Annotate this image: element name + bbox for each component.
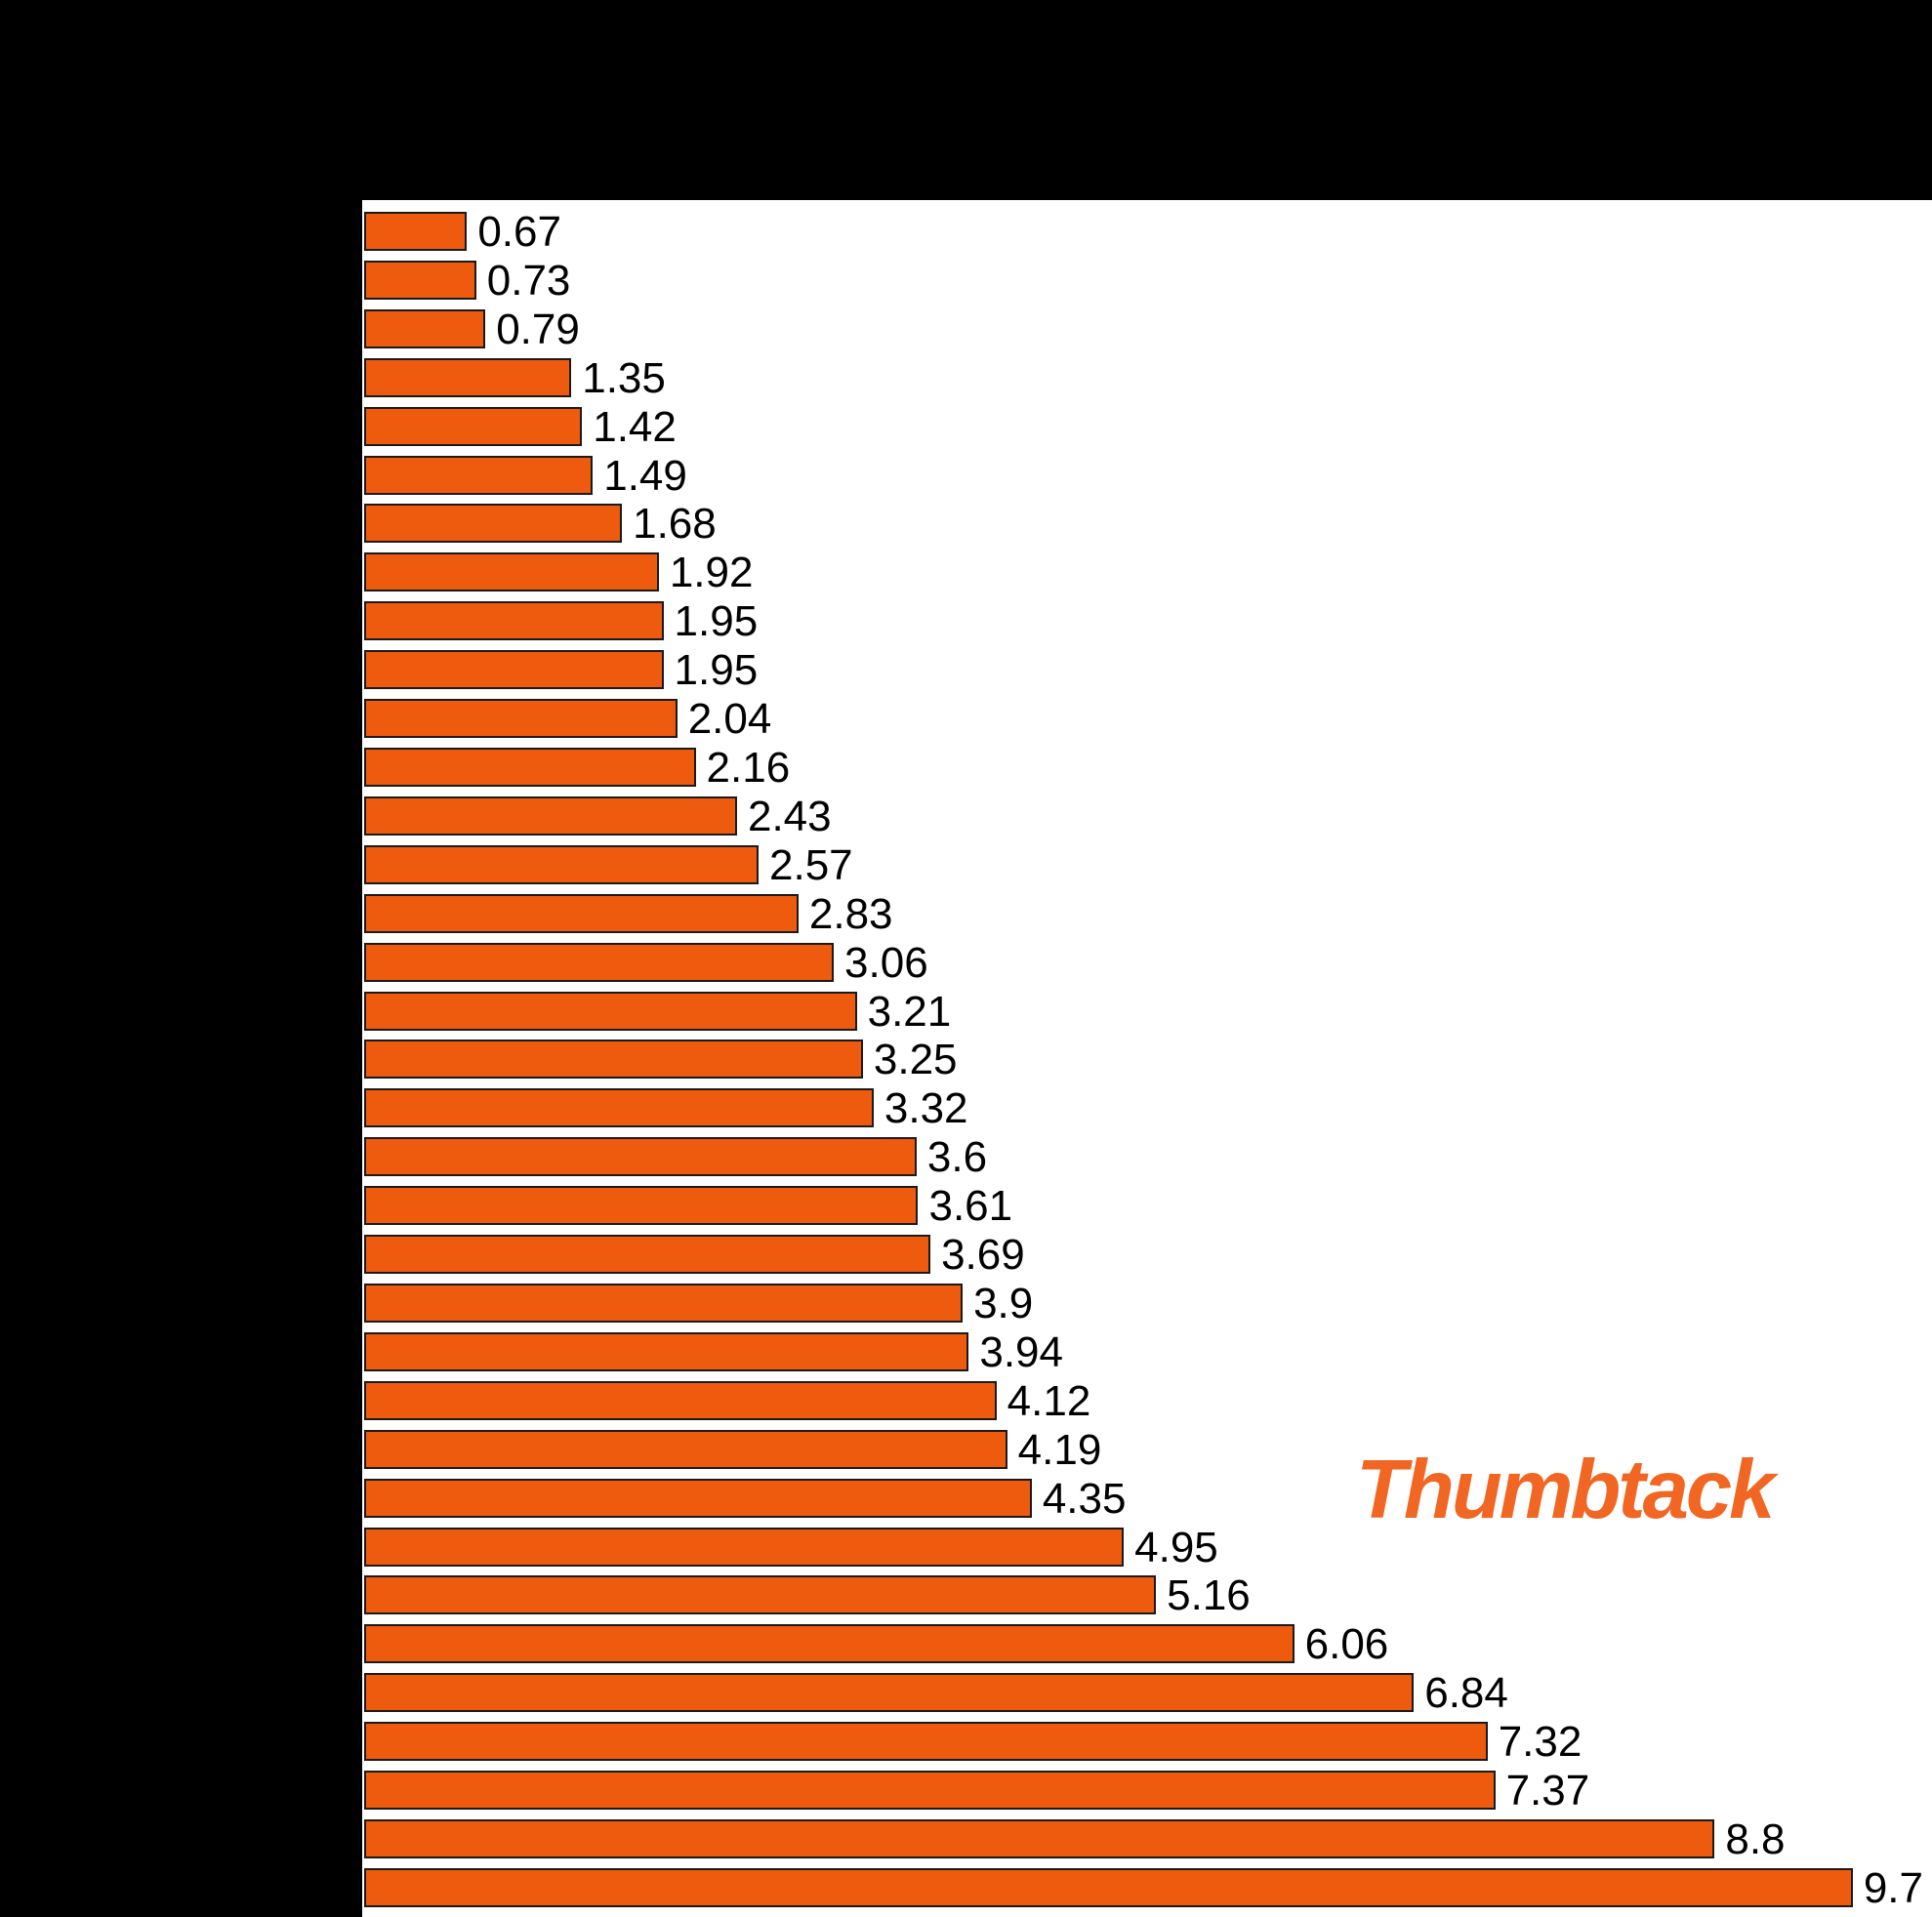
bar-value-label: 3.25: [873, 1036, 958, 1084]
bar: [364, 1722, 1488, 1762]
bar-value-label: 3.9: [973, 1280, 1034, 1328]
bar: [364, 552, 659, 592]
bar-value-label: 1.92: [669, 549, 754, 597]
bar: [364, 650, 664, 690]
bar: [364, 1771, 1496, 1811]
bar-value-label: 2.57: [769, 840, 853, 889]
bar-value-label: 4.19: [1017, 1425, 1102, 1474]
bar: [364, 1380, 997, 1420]
bar-value-label: 6.84: [1424, 1669, 1508, 1718]
bar-value-label: 8.8: [1725, 1815, 1786, 1864]
bar-value-label: 7.37: [1505, 1767, 1590, 1815]
bar-value-label: 6.06: [1304, 1620, 1389, 1669]
thumbtack-logo: Thumbtack: [1356, 1444, 1775, 1536]
bar: [364, 1040, 863, 1080]
bar: [364, 406, 583, 446]
bar-value-label: 9.7: [1863, 1863, 1923, 1912]
bar: [364, 1819, 1715, 1859]
bar: [364, 1867, 1853, 1907]
bar: [364, 942, 835, 982]
bar: [364, 1284, 964, 1324]
bar: [364, 748, 696, 787]
bar: [364, 455, 594, 495]
bar-value-label: 3.32: [884, 1084, 968, 1133]
bar-value-label: 4.95: [1134, 1523, 1218, 1571]
bar: [364, 844, 759, 884]
bar-value-label: 1.95: [674, 646, 759, 695]
bar-value-label: 2.83: [808, 889, 893, 938]
bar-value-label: 0.67: [477, 208, 561, 256]
bar: [364, 1624, 1295, 1664]
bar: [364, 1478, 1032, 1518]
bar: [364, 1429, 1007, 1469]
bar-value-label: 1.95: [674, 597, 759, 646]
bar-value-label: 1.49: [603, 451, 687, 500]
bar-value-label: 3.69: [941, 1231, 1025, 1280]
bar: [364, 1088, 874, 1128]
bar-value-label: 3.6: [926, 1133, 988, 1182]
bar: [364, 991, 857, 1031]
bar: [364, 699, 678, 739]
bar-value-label: 3.61: [928, 1182, 1013, 1231]
bar: [364, 893, 799, 933]
bar: [364, 212, 468, 251]
bar-value-label: 4.35: [1042, 1474, 1127, 1523]
bar-value-label: 5.16: [1167, 1571, 1251, 1620]
bar: [364, 1527, 1125, 1567]
bar: [364, 1137, 917, 1177]
bar-value-label: 3.06: [844, 938, 928, 987]
bar-value-label: 3.94: [979, 1327, 1063, 1376]
bar: [364, 1673, 1415, 1713]
bar: [364, 357, 572, 397]
bar-value-label: 0.73: [486, 256, 571, 305]
bar: [364, 260, 476, 300]
bar: [364, 308, 486, 348]
bar: [364, 1186, 919, 1226]
bar-value-label: 3.21: [867, 987, 952, 1036]
bar: [364, 1331, 969, 1371]
bar: [364, 795, 737, 836]
bar: [364, 601, 664, 641]
bar-value-label: 1.68: [633, 500, 717, 549]
bar: [364, 504, 623, 544]
bar-value-label: 7.32: [1498, 1718, 1583, 1767]
bar-value-label: 1.35: [582, 353, 666, 402]
bar-value-label: 0.79: [496, 305, 580, 353]
bar-value-label: 1.42: [593, 402, 677, 451]
bar: [364, 1575, 1157, 1615]
bar-value-label: 2.16: [706, 744, 791, 792]
bar-value-label: 4.12: [1007, 1376, 1091, 1425]
bar-value-label: 2.04: [687, 695, 772, 744]
bar-value-label: 2.43: [747, 792, 832, 840]
bar: [364, 1235, 931, 1275]
